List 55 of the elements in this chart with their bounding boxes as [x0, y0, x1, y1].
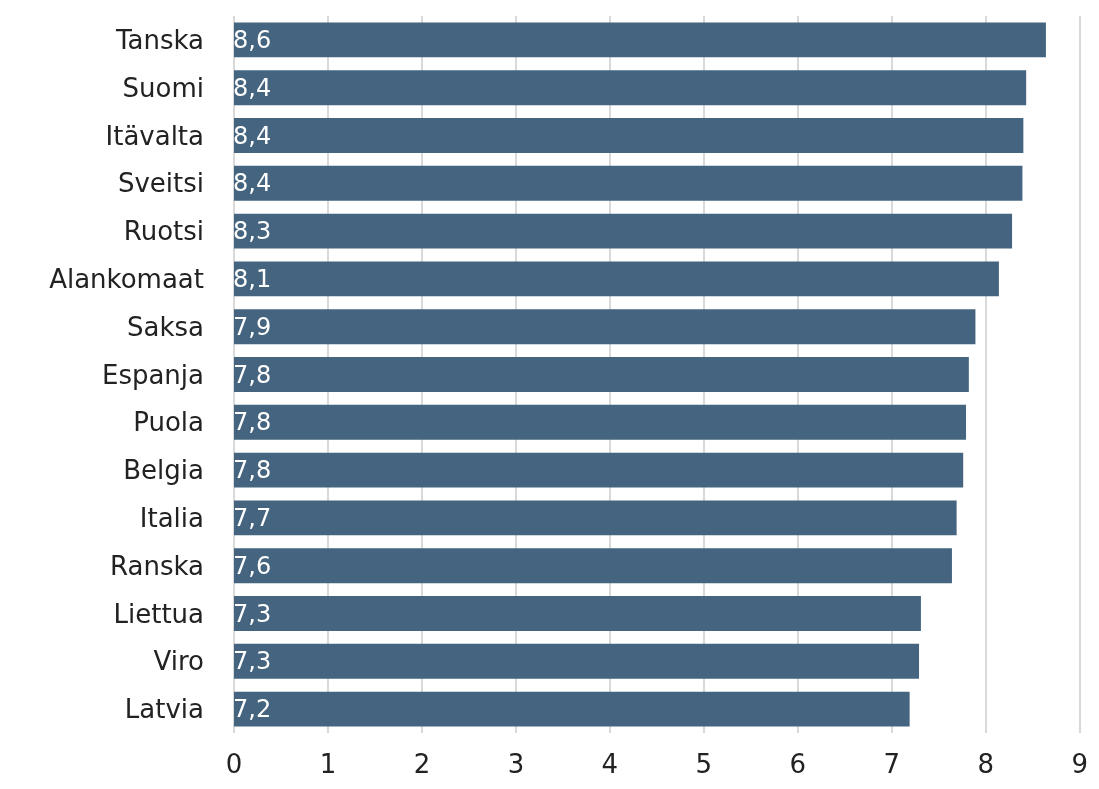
x-tick-label: 4 — [601, 749, 619, 779]
y-tick-label: Belgia — [123, 455, 204, 486]
y-tick-label: Sveitsi — [117, 168, 204, 199]
data-label: 7,9 — [233, 312, 272, 341]
bar — [234, 691, 910, 727]
bar — [234, 404, 967, 440]
bar — [234, 165, 1023, 201]
bar — [234, 118, 1024, 153]
bar — [234, 452, 964, 488]
y-tick-label: Latvia — [124, 694, 204, 725]
data-label: 8,4 — [233, 121, 272, 150]
y-tick-label: Liettua — [113, 598, 204, 629]
x-tick-label: 2 — [413, 749, 431, 779]
data-label: 7,3 — [233, 647, 272, 676]
data-label: 7,2 — [233, 695, 272, 724]
bar — [234, 357, 969, 392]
bar — [234, 22, 1046, 58]
bar — [234, 596, 921, 631]
y-tick-label: Puola — [133, 407, 204, 438]
data-label: 7,8 — [233, 408, 272, 437]
y-tick-label: Viro — [153, 646, 204, 677]
y-tick-label: Espanja — [101, 359, 204, 390]
bar — [234, 213, 1013, 249]
y-tick-label: Tanska — [114, 24, 204, 55]
data-label: 7,6 — [233, 551, 272, 580]
x-tick-label: 6 — [789, 749, 807, 779]
x-tick-label: 8 — [977, 749, 995, 779]
y-tick-label: Alankomaat — [49, 263, 204, 294]
data-label: 8,3 — [233, 217, 272, 246]
x-tick-label: 9 — [1071, 749, 1088, 779]
y-tick-label: Ranska — [110, 550, 204, 581]
data-label: 7,8 — [233, 456, 272, 485]
data-label: 8,1 — [233, 264, 272, 293]
y-tick-label: Ruotsi — [123, 216, 204, 247]
x-tick-label: 1 — [319, 749, 337, 779]
data-label: 7,7 — [233, 503, 272, 532]
x-tick-label: 5 — [695, 749, 713, 779]
y-tick-label: Suomi — [122, 72, 204, 103]
data-label: 8,6 — [233, 25, 272, 54]
x-tick-label: 7 — [883, 749, 901, 779]
bar — [234, 548, 952, 584]
y-tick-label: Itävalta — [105, 120, 204, 151]
x-tick-label: 3 — [507, 749, 525, 779]
data-label: 8,4 — [233, 73, 272, 102]
bar — [234, 500, 957, 536]
bar — [234, 261, 999, 297]
bar — [234, 643, 920, 679]
y-tick-label: Saksa — [127, 311, 204, 342]
data-label: 7,8 — [233, 360, 272, 389]
data-label: 7,3 — [233, 599, 272, 628]
x-tick-label: 0 — [225, 749, 243, 779]
bar — [234, 309, 976, 345]
bar — [234, 70, 1027, 106]
y-tick-label: Italia — [139, 502, 204, 533]
data-label: 8,4 — [233, 169, 272, 198]
